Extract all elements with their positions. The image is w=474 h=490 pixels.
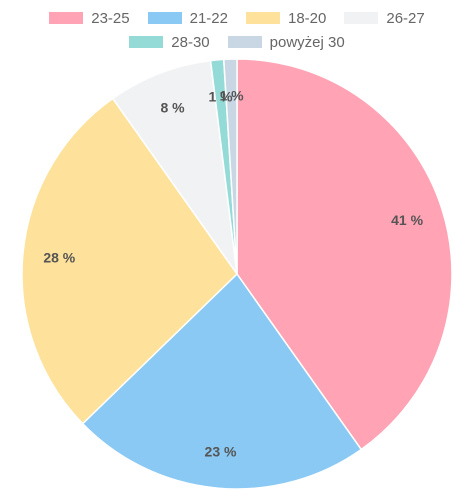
legend-item-23-25[interactable]: 23-25	[49, 9, 130, 27]
legend-swatch-23-25	[49, 12, 84, 24]
legend-item-21-22[interactable]: 21-22	[147, 9, 228, 27]
slice-label-4: 8 %	[160, 100, 185, 116]
pie-slice-3[interactable]	[21, 97, 238, 425]
legend-item-powyzej-30[interactable]: powyżej 30	[227, 33, 345, 51]
legend-label-21-22: 21-22	[189, 9, 228, 27]
legend-item-18-20[interactable]: 18-20	[246, 10, 326, 27]
legend-item-28-30[interactable]: 28-30	[129, 33, 210, 51]
legend-label-18-20: 18-20	[288, 9, 327, 27]
legend-label-26-27: 26-27	[386, 9, 425, 27]
legend-label-23-25: 23-25	[91, 9, 130, 27]
legend-swatch-powyzej-30	[227, 36, 262, 48]
slice-label-2: 23 %	[205, 444, 237, 460]
legend-swatch-18-20	[246, 12, 280, 24]
pie-slice-2[interactable]	[81, 272, 363, 490]
legend-row-2: 28-30 powyżej 30	[0, 30, 474, 54]
pie-slice-4[interactable]	[111, 59, 238, 275]
slice-label-5: 1 %	[208, 88, 233, 104]
slice-label-1: 41 %	[391, 212, 423, 228]
pie-slice-6[interactable]	[222, 58, 238, 275]
legend-swatch-28-30	[129, 36, 164, 48]
pie-slice-1[interactable]	[236, 58, 453, 451]
legend-item-26-27[interactable]: 26-27	[344, 9, 425, 27]
legend-label-powyzej-30: powyżej 30	[269, 33, 345, 51]
slice-label-3: 28 %	[43, 250, 75, 266]
legend-swatch-21-22	[147, 12, 182, 24]
slice-label-6: 1 %	[219, 88, 244, 104]
chart-legend: 23-25 21-22 18-20 26-27 28-30 powyżej 30	[0, 6, 474, 54]
legend-label-28-30: 28-30	[171, 33, 210, 51]
legend-row-1: 23-25 21-22 18-20 26-27	[0, 6, 474, 30]
legend-swatch-26-27	[344, 12, 379, 24]
